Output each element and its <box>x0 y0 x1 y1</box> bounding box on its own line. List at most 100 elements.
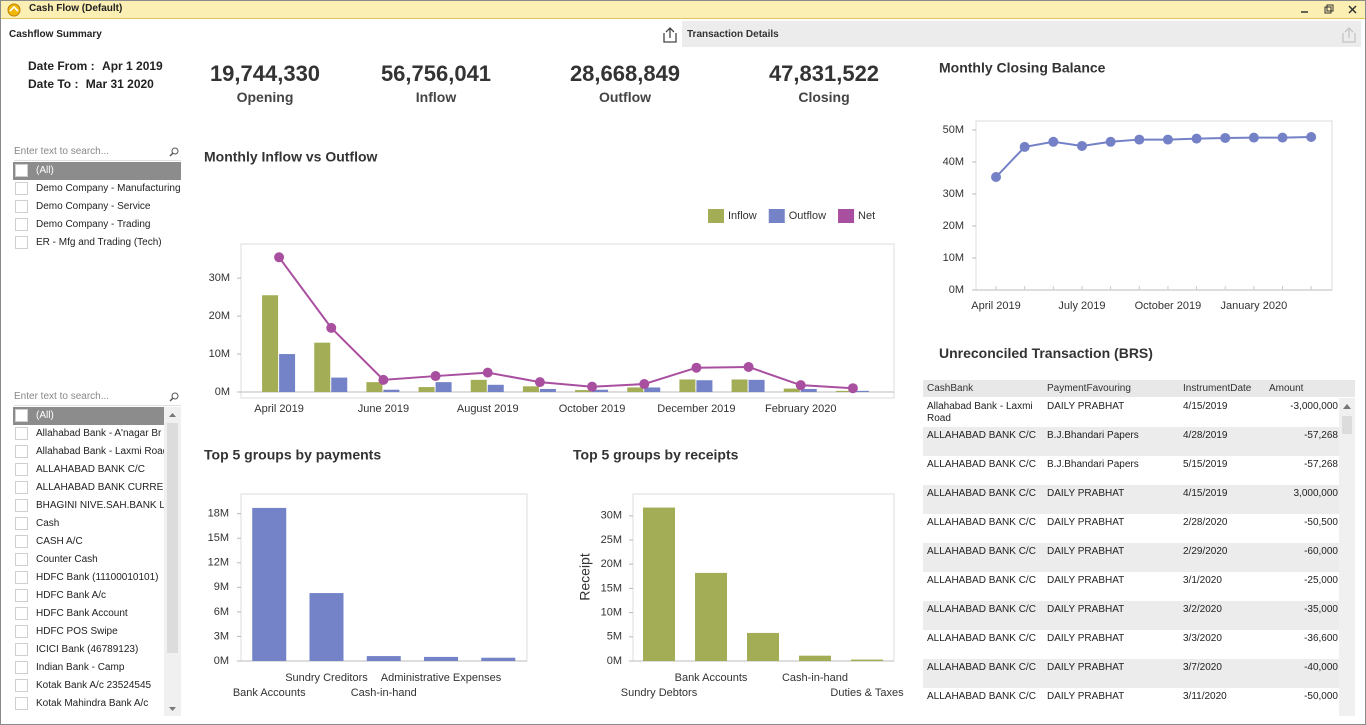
checkbox[interactable] <box>15 164 28 177</box>
table-cell: -36,600 <box>1304 633 1338 644</box>
list-item[interactable]: ICICI Bank (46789123) <box>13 641 164 659</box>
table-row[interactable]: ALLAHABAD BANK C/C B.J.Bhandari Papers 5/1… <box>923 456 1339 485</box>
kpi-value: 56,756,041 <box>380 61 492 86</box>
bar <box>331 377 348 392</box>
item-label: Kotak Bank A/c 23524545 <box>36 680 152 691</box>
item-label: Kotak Mahindra Bank A/c <box>36 698 149 709</box>
table-row[interactable]: ALLAHABAD BANK C/C DAILY PRABHAT 3/3/2020 -… <box>923 630 1339 659</box>
scrollbar[interactable] <box>164 407 181 716</box>
checkbox[interactable] <box>15 200 28 213</box>
table-cell: DAILY PRABHAT <box>1047 575 1125 586</box>
table-row[interactable]: ALLAHABAD BANK C/C DAILY PRABHAT 2/29/2020… <box>923 543 1339 572</box>
search-box[interactable]: Enter text to search... <box>14 144 181 161</box>
point <box>1048 136 1059 147</box>
checkbox[interactable] <box>15 218 28 231</box>
checkbox[interactable] <box>15 499 28 512</box>
y-tick-label: 10M <box>601 607 622 619</box>
list-item[interactable]: Indian Bank - Camp <box>13 659 164 677</box>
kpi-value: 28,668,849 <box>569 61 681 86</box>
list-item[interactable]: Counter Cash <box>13 551 164 569</box>
window-controls[interactable] <box>1297 3 1363 16</box>
checkbox[interactable] <box>15 481 28 494</box>
table-cell: ALLAHABAD BANK C/C <box>927 546 1036 557</box>
checkbox[interactable] <box>15 571 28 584</box>
x-tick-label: Duties & Taxes <box>830 687 904 699</box>
list-item[interactable]: Cash <box>13 515 164 533</box>
list-item[interactable]: ALLAHABAD BANK C/C <box>13 461 164 479</box>
column-header[interactable]: Amount <box>1269 383 1304 394</box>
checkbox[interactable] <box>15 463 28 476</box>
checkbox[interactable] <box>15 553 28 566</box>
list-item[interactable]: Demo Company - Service <box>13 198 181 216</box>
table-row[interactable]: ALLAHABAD BANK C/C DAILY PRABHAT 3/11/2020… <box>923 688 1339 717</box>
bar <box>424 656 459 661</box>
checkbox[interactable] <box>15 625 28 638</box>
list-item[interactable]: HDFC POS Swipe <box>13 623 164 641</box>
list-item[interactable]: (All) <box>13 407 164 425</box>
list-item[interactable]: Kotak Bank A/c 23524545 <box>13 677 164 695</box>
table-cell: ALLAHABAD BANK C/C <box>927 575 1036 586</box>
list-item[interactable]: Demo Company - Manufacturing <box>13 180 181 198</box>
checkbox[interactable] <box>15 661 28 674</box>
checkbox[interactable] <box>15 697 28 710</box>
table-row[interactable]: ALLAHABAD BANK C/C DAILY PRABHAT 3/2/2020 -… <box>923 601 1339 630</box>
checkbox[interactable] <box>15 679 28 692</box>
point <box>991 172 1002 183</box>
list-item[interactable]: HDFC Bank Account <box>13 605 164 623</box>
table-scrollbar[interactable] <box>1339 398 1355 716</box>
checkbox[interactable] <box>15 535 28 548</box>
table-cell: ALLAHABAD BANK C/C <box>927 459 1036 470</box>
checkbox[interactable] <box>15 589 28 602</box>
table-cell: DAILY PRABHAT <box>1047 604 1125 615</box>
point <box>274 252 285 263</box>
list-item[interactable]: Allahabad Bank - Laxmi Road <box>13 443 164 461</box>
checkbox[interactable] <box>15 607 28 620</box>
table-cell: 3/11/2020 <box>1183 691 1227 702</box>
table-row[interactable]: ALLAHABAD BANK C/C B.J.Bhandari Papers 4/2… <box>923 427 1339 456</box>
search-icon <box>169 147 179 157</box>
table-row[interactable]: Allahabad Bank - Laxmi Road DAILY PRABHAT… <box>923 398 1339 427</box>
tab-title[interactable]: Cashflow Summary <box>9 29 102 40</box>
table-cell: 2/29/2020 <box>1183 546 1228 557</box>
checkbox[interactable] <box>15 182 28 195</box>
export-icon <box>1342 27 1356 43</box>
table-row[interactable]: ALLAHABAD BANK C/C DAILY PRABHAT 3/7/2020 -… <box>923 659 1339 688</box>
tab-title[interactable]: Transaction Details <box>687 29 779 40</box>
table-cell: -57,268 <box>1304 459 1338 470</box>
y-tick-label: 20M <box>943 220 964 232</box>
item-label: HDFC Bank (11100010101) <box>36 572 159 583</box>
table-row[interactable]: ALLAHABAD BANK C/C DAILY PRABHAT 3/1/2020 -… <box>923 572 1339 601</box>
list-item[interactable]: BHAGINI NIVE.SAH.BANK LTD <box>13 497 164 515</box>
list-item[interactable]: Allahabad Bank - A'nagar Br <box>13 425 164 443</box>
kpi-label: Inflow <box>415 89 457 105</box>
y-tick-label: 30M <box>943 188 964 200</box>
bar <box>783 388 800 392</box>
list-item[interactable]: Kotak Mahindra Bank A/c <box>13 695 164 713</box>
list-item[interactable]: HDFC Bank (11100010101) <box>13 569 164 587</box>
column-header[interactable]: InstrumentDate <box>1183 383 1252 394</box>
table-row[interactable]: ALLAHABAD BANK C/C DAILY PRABHAT 2/28/2020… <box>923 514 1339 543</box>
bar <box>262 295 279 392</box>
list-item[interactable]: Demo Company - Trading <box>13 216 181 234</box>
checkbox[interactable] <box>15 517 28 530</box>
export-icon[interactable] <box>661 26 679 44</box>
checkbox[interactable] <box>15 409 28 422</box>
list-item[interactable]: ALLAHABAD BANK CURRENT <box>13 479 164 497</box>
scroll-thumb[interactable] <box>167 423 178 653</box>
column-header[interactable]: CashBank <box>927 383 974 394</box>
checkbox[interactable] <box>15 643 28 656</box>
bar <box>252 507 287 661</box>
list-item[interactable]: CASH A/C <box>13 533 164 551</box>
search-box[interactable]: Enter text to search... <box>14 389 181 406</box>
scroll-arrow[interactable] <box>1339 400 1355 412</box>
list-item[interactable]: (All) <box>13 162 181 180</box>
list-item[interactable]: HDFC Bank A/c <box>13 587 164 605</box>
checkbox[interactable] <box>15 427 28 440</box>
scroll-thumb[interactable] <box>1342 416 1352 434</box>
checkbox[interactable] <box>15 236 28 249</box>
scroll-arrows[interactable] <box>164 407 181 716</box>
table-row[interactable]: ALLAHABAD BANK C/C DAILY PRABHAT 4/15/2019… <box>923 485 1339 514</box>
list-item[interactable]: ER - Mfg and Trading (Tech) <box>13 234 181 252</box>
column-header[interactable]: PaymentFavouring <box>1047 383 1131 394</box>
checkbox[interactable] <box>15 445 28 458</box>
